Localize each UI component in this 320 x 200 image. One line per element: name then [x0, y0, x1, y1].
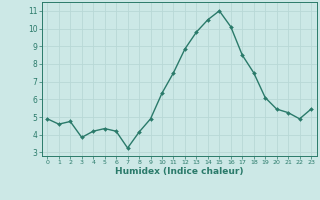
- X-axis label: Humidex (Indice chaleur): Humidex (Indice chaleur): [115, 167, 244, 176]
